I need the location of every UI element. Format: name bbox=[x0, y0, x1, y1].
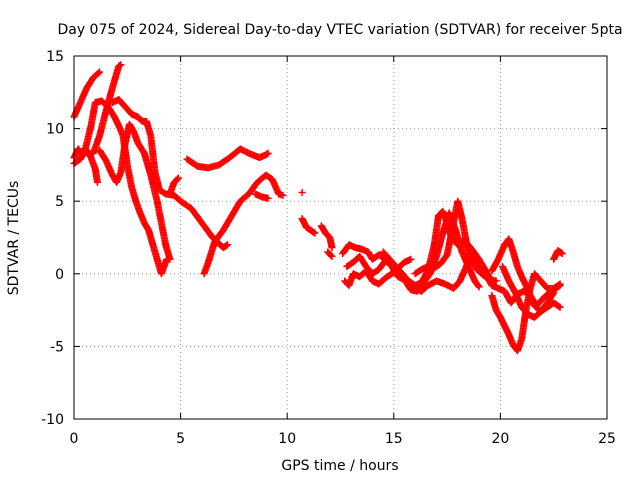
x-tick-label: 15 bbox=[385, 431, 403, 447]
data-point bbox=[95, 69, 103, 77]
y-tick-label: 10 bbox=[46, 122, 64, 138]
y-tick-label: 5 bbox=[55, 194, 64, 210]
series-arc-23 bbox=[499, 263, 558, 321]
data-point bbox=[407, 255, 415, 263]
data-point bbox=[555, 281, 563, 289]
data-point bbox=[298, 188, 306, 196]
x-tick-label: 20 bbox=[491, 431, 509, 447]
y-tick-label: -10 bbox=[41, 412, 64, 428]
data-point bbox=[264, 149, 272, 157]
series-arc-14 bbox=[324, 248, 336, 260]
x-axis-label: GPS time / hours bbox=[281, 458, 398, 474]
data-point bbox=[174, 174, 182, 182]
y-tick-label: 15 bbox=[46, 49, 64, 65]
data-point bbox=[327, 251, 335, 259]
data-point bbox=[224, 241, 232, 249]
data-point bbox=[550, 289, 558, 297]
series-arc-16 bbox=[341, 255, 415, 289]
x-tick-label: 0 bbox=[70, 431, 79, 447]
data-point bbox=[166, 255, 174, 263]
series-arc-7 bbox=[166, 174, 182, 198]
y-tick-label: 0 bbox=[55, 267, 64, 283]
y-axis-label: SDTVAR / TECUs bbox=[6, 181, 22, 296]
x-tick-label: 25 bbox=[598, 431, 616, 447]
series-arc-24 bbox=[550, 247, 566, 263]
data-point bbox=[556, 280, 564, 288]
axis-ticks: 0 5 10 15 20 25 -10 -5 0 5 10 15 bbox=[41, 49, 616, 447]
series-arc-11 bbox=[298, 188, 306, 196]
chart-title: Day 075 of 2024, Sidereal Day-to-day VTE… bbox=[57, 22, 622, 38]
y-tick-label: -5 bbox=[50, 339, 64, 355]
series-arc-5 bbox=[96, 120, 174, 263]
data-point bbox=[549, 290, 557, 298]
data-point bbox=[173, 175, 181, 183]
series-arc-20 bbox=[462, 248, 564, 310]
data-point bbox=[555, 302, 563, 310]
series-arc-3 bbox=[70, 145, 101, 186]
series-arc-12 bbox=[298, 215, 319, 237]
data-point bbox=[279, 191, 287, 199]
data-point bbox=[117, 61, 125, 69]
plot-frame bbox=[73, 55, 608, 420]
data-point bbox=[474, 282, 482, 290]
data-point bbox=[492, 277, 500, 285]
x-tick-label: 10 bbox=[278, 431, 296, 447]
series-arc-13 bbox=[317, 222, 336, 252]
data-point bbox=[556, 303, 564, 311]
series-arc-6 bbox=[108, 96, 232, 252]
series-arc-4 bbox=[89, 61, 125, 157]
data-point bbox=[328, 244, 336, 252]
data-series bbox=[70, 61, 566, 355]
data-point bbox=[328, 252, 336, 260]
series-arc-8 bbox=[183, 145, 272, 172]
data-point bbox=[475, 283, 483, 291]
series-arc-9 bbox=[200, 171, 287, 278]
data-point bbox=[96, 68, 104, 76]
data-point bbox=[558, 249, 566, 257]
data-point bbox=[311, 229, 319, 237]
series-arc-22 bbox=[488, 270, 564, 355]
x-tick-label: 5 bbox=[176, 431, 185, 447]
data-point bbox=[264, 194, 272, 202]
series-arc-1 bbox=[70, 68, 104, 121]
series-arc-21 bbox=[488, 235, 564, 316]
data-point bbox=[93, 178, 101, 186]
series-arc-10 bbox=[251, 190, 272, 202]
